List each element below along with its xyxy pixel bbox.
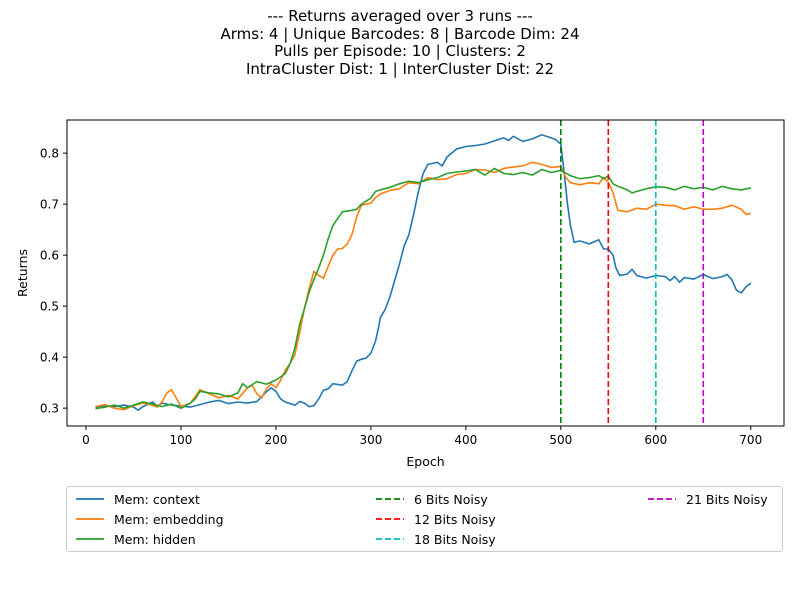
legend-item: Mem: context (75, 489, 200, 509)
legend-item: 18 Bits Noisy (375, 529, 496, 549)
legend-label: Mem: embedding (114, 511, 224, 527)
x-axis: 0 100 200 300 400 500 600 700 (82, 426, 762, 447)
title-line-2: Arms: 4 | Unique Barcodes: 8 | Barcode D… (220, 24, 580, 43)
legend-swatch (648, 498, 676, 500)
series-line-mem-embedding (95, 161, 751, 411)
plot-area (95, 120, 752, 426)
legend-item: 21 Bits Noisy (647, 489, 768, 509)
legend-swatch (76, 498, 104, 500)
series-line-mem-context (95, 133, 752, 412)
legend-label: Mem: hidden (114, 531, 196, 547)
legend-swatch (76, 518, 104, 520)
x-tick-label: 100 (170, 433, 193, 447)
legend-swatch (376, 538, 404, 540)
x-tick-label: 400 (454, 433, 477, 447)
legend-swatch (376, 498, 404, 500)
x-axis-label: Epoch (406, 454, 444, 469)
legend-swatch (376, 518, 404, 520)
legend-label: 12 Bits Noisy (414, 511, 496, 527)
x-tick-label: 0 (82, 433, 90, 447)
axes-frame (66, 119, 785, 427)
y-axis: 0.3 0.4 0.5 0.6 0.7 0.8 (40, 147, 67, 416)
legend: Mem: context Mem: embedding Mem: hidden 6 B… (66, 486, 783, 552)
y-tick-label: 0.8 (40, 147, 59, 161)
y-tick-label: 0.7 (40, 198, 59, 212)
legend-swatch (76, 538, 104, 540)
legend-label: 21 Bits Noisy (686, 491, 768, 507)
y-tick-label: 0.4 (40, 351, 59, 365)
legend-label: Mem: context (114, 491, 200, 507)
x-tick-label: 700 (739, 433, 762, 447)
series-line-mem-hidden (95, 167, 751, 410)
x-tick-label: 300 (359, 433, 382, 447)
title-line-4: IntraCluster Dist: 1 | InterCluster Dist… (245, 59, 555, 78)
legend-label: 6 Bits Noisy (414, 491, 488, 507)
x-tick-label: 600 (644, 433, 667, 447)
legend-item: 12 Bits Noisy (375, 509, 496, 529)
legend-item: Mem: embedding (75, 509, 224, 529)
legend-item: Mem: hidden (75, 529, 196, 549)
legend-item: 6 Bits Noisy (375, 489, 488, 509)
x-tick-label: 200 (264, 433, 287, 447)
title-line-1: --- Returns averaged over 3 runs --- (267, 7, 533, 25)
y-tick-label: 0.6 (40, 249, 59, 263)
x-tick-label: 500 (549, 433, 572, 447)
y-tick-label: 0.5 (40, 300, 59, 314)
legend-label: 18 Bits Noisy (414, 531, 496, 547)
title-line-3: Pulls per Episode: 10 | Clusters: 2 (274, 42, 526, 60)
y-axis-label: Returns (15, 249, 30, 297)
y-tick-label: 0.3 (40, 402, 59, 416)
chart-title: --- Returns averaged over 3 runs --- Arm… (0, 7, 800, 78)
